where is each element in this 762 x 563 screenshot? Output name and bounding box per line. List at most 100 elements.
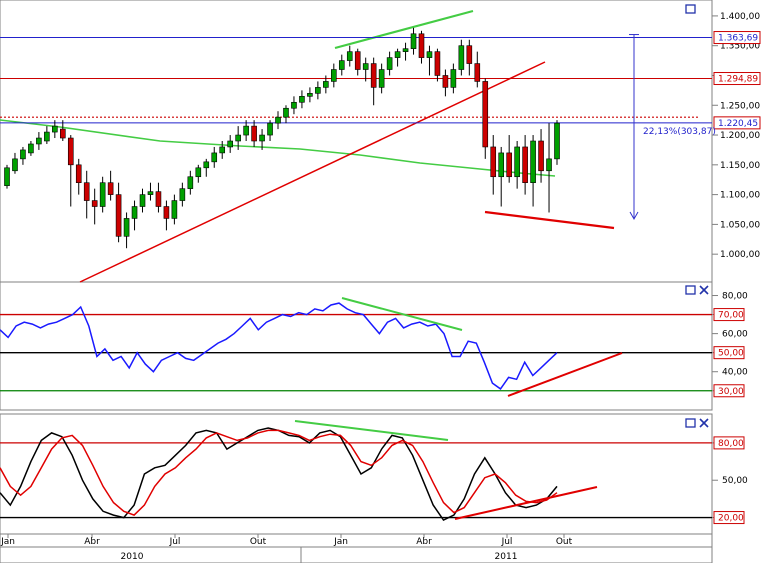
price-tick-label: 1.400,00: [720, 12, 760, 22]
rsi-level-box: [713, 308, 745, 322]
candle-body: [450, 69, 457, 88]
candle-body: [155, 191, 162, 207]
candle-body: [498, 152, 505, 178]
candle-body: [554, 122, 560, 160]
stochastic-panel-maximize-icon[interactable]: [685, 418, 696, 428]
price-tick-label: 1.200,00: [720, 131, 760, 141]
candle-body: [338, 60, 345, 70]
price-tick-label: 1.000,00: [720, 250, 760, 260]
month-label: Out: [250, 537, 267, 547]
x-axis-panel: [0, 533, 713, 563]
candle-body: [291, 101, 297, 109]
price-level-label: 1.220,45: [718, 119, 758, 129]
candle-body: [59, 128, 66, 139]
candle-body: [370, 63, 377, 88]
candle-body: [474, 63, 481, 82]
candle-body: [530, 140, 536, 183]
price-panel-maximize-icon[interactable]: [685, 4, 696, 14]
candle-body: [418, 33, 425, 58]
month-label: Jul: [169, 537, 181, 547]
candle-body: [410, 33, 417, 49]
rsi-panel-close-icon[interactable]: [699, 285, 709, 295]
price-level-box: [713, 31, 761, 45]
candle-body: [219, 146, 226, 154]
candle-body: [275, 116, 281, 124]
price-tick-label: 1.150,00: [720, 161, 760, 171]
price-level-label: 1.294,89: [718, 75, 758, 85]
stochastic-series-line: [0, 429, 558, 516]
month-label: Abr: [416, 537, 432, 547]
price-plot: [0, 9, 712, 283]
candle-body: [490, 146, 497, 178]
rsi-trendline: [507, 352, 623, 397]
price-tick-label: 1.050,00: [720, 220, 760, 230]
rsi-series-line: [0, 302, 558, 390]
candle-body: [44, 131, 50, 142]
candle-body: [91, 200, 98, 207]
candle-body: [99, 182, 106, 207]
rsi-level-label: 70,00: [718, 311, 744, 321]
candle-body: [52, 125, 58, 133]
candle-body: [362, 63, 369, 70]
stochastic-tick-label: 50,00: [722, 476, 748, 486]
measure-label: 22,13%(303,87): [643, 127, 716, 137]
candle-body: [259, 134, 265, 142]
rsi-panel-maximize-icon[interactable]: [685, 285, 696, 295]
candle-body: [506, 152, 512, 178]
candle-body: [115, 194, 122, 237]
candle-body: [123, 218, 130, 237]
candle-body: [331, 69, 337, 82]
candle-body: [299, 96, 305, 103]
year-label-2010: 2010: [121, 552, 144, 562]
candle-body: [394, 51, 401, 58]
rsi-divergence-line: [341, 297, 463, 331]
candle-body: [75, 164, 82, 183]
candle-body: [378, 69, 385, 88]
month-label: Out: [556, 537, 573, 547]
axes: 1.400,001.350,001.300,001.250,001.200,00…: [0, 12, 761, 547]
bottom-trendline: [484, 210, 615, 230]
candle-body: [243, 125, 249, 136]
candle-body: [131, 206, 138, 219]
candle-body: [163, 206, 170, 219]
candle-body: [538, 140, 544, 172]
rsi-level-label: 50,00: [718, 349, 744, 359]
candle-body: [482, 81, 489, 148]
candle-body: [36, 137, 42, 145]
stochastic-divergence-line: [294, 420, 449, 441]
price-tick-label: 1.250,00: [720, 101, 760, 111]
candle-body: [28, 143, 34, 154]
candle-body: [251, 125, 257, 142]
candle-body: [386, 57, 393, 70]
rsi-tick-label: 80,00: [722, 292, 748, 302]
stochastic-level-label: 20,00: [718, 514, 744, 524]
stochastic-panel-close-icon[interactable]: [699, 418, 709, 428]
candle-body: [434, 51, 441, 76]
candle-body: [203, 161, 210, 169]
candle-body: [4, 167, 10, 186]
candle-body: [458, 45, 465, 70]
rsi-tick-label: 60,00: [722, 330, 748, 340]
month-label: Jan: [0, 537, 15, 547]
stochastic-level-box: [713, 511, 745, 525]
stochastic-plot: [0, 420, 712, 521]
divergence-trendline: [334, 9, 474, 50]
candle-body: [354, 51, 361, 70]
month-label: Abr: [84, 537, 100, 547]
candle-body: [211, 152, 218, 163]
price-level-label: 1.363,69: [718, 34, 758, 44]
month-label: Jan: [333, 537, 348, 547]
candle-body: [346, 51, 353, 61]
year-label-2011: 2011: [495, 552, 518, 562]
candle-body: [283, 107, 289, 118]
price-level-box: [713, 116, 761, 130]
month-label: Jul: [501, 537, 513, 547]
candle-body: [315, 87, 321, 94]
candle-body: [187, 176, 194, 189]
rsi-level-box: [713, 346, 745, 360]
price-tick-label: 1.100,00: [720, 191, 760, 201]
support-trendline: [79, 61, 546, 283]
stochastic-level-label: 80,00: [718, 439, 744, 449]
rsi-plot: [0, 297, 712, 397]
